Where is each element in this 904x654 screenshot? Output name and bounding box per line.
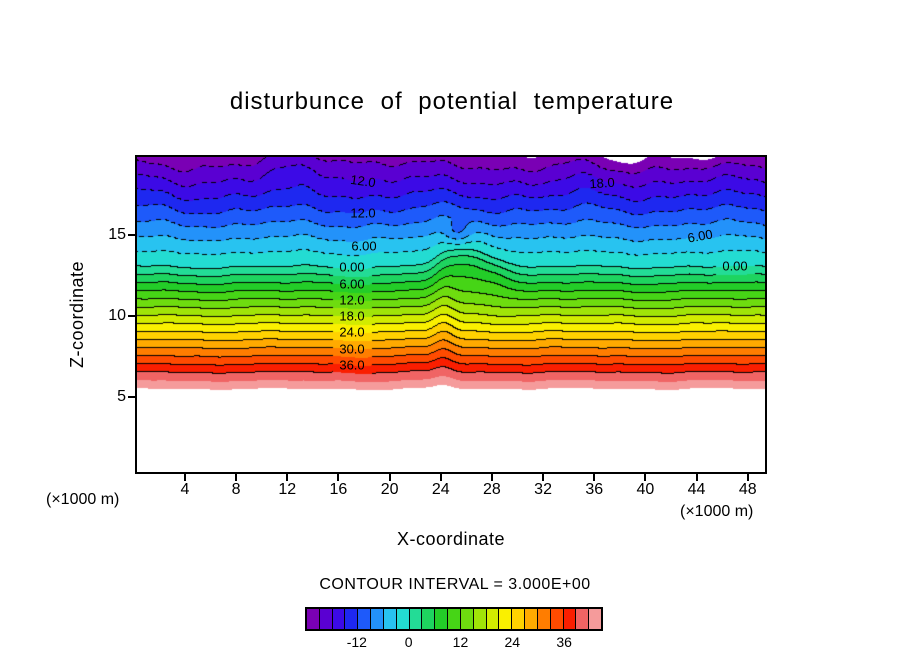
y-tick-mark [128,395,135,398]
colorbar-tick-label: -12 [346,634,367,650]
colorbar-segment [512,609,526,629]
x-tick-label: 32 [534,481,552,498]
y-tick-label: 5 [117,387,126,405]
colorbar-segment [525,609,538,629]
colorbar-segment [371,609,384,629]
x-axis-label: X-coordinate [396,529,506,549]
colorbar-segment [345,609,359,629]
colorbar-segment [383,609,397,629]
contour-interval-note: CONTOUR INTERVAL = 3.000E+00 [319,576,591,593]
colorbar-segment [396,609,410,629]
x-axis-units: (×1000 m) [680,503,754,520]
x-tick-label: 24 [431,481,450,498]
colorbar-segment [435,609,449,629]
y-tick-label: 15 [108,225,126,243]
x-tick-mark [183,474,186,481]
y-tick-mark [128,314,135,317]
colorbar-segment [307,609,320,629]
colorbar-segment [486,609,500,629]
x-tick-label: 48 [738,481,757,498]
colorbar-tick-label: 36 [556,634,572,650]
colorbar-segment [499,609,513,629]
x-tick-mark [388,474,391,481]
x-tick-mark [542,474,545,481]
colorbar-segment [358,609,372,629]
colorbar-tick-label: 12 [452,634,469,650]
colorbar-segment [537,609,551,629]
x-tick-mark [746,474,749,481]
colorbar-segment [473,609,487,629]
x-tick-label: 40 [636,481,655,498]
colorbar-segment [332,609,346,629]
x-tick-mark [593,474,596,481]
y-tick-label: 10 [108,306,126,324]
x-tick-mark [286,474,289,481]
x-tick-mark [337,474,340,481]
x-tick-mark [490,474,493,481]
colorbar-segment [563,609,577,629]
x-tick-label: 20 [380,481,399,498]
colorbar-segment [448,609,461,629]
y-axis-units: (×1000 m) [46,491,120,508]
plot-area [137,157,765,472]
colorbar-segment [576,609,590,629]
x-tick-mark [644,474,647,481]
x-tick-label: 36 [585,481,604,498]
y-tick-mark [128,233,135,236]
colorbar-segment [589,609,602,629]
x-tick-label: 4 [180,481,190,498]
x-tick-label: 8 [231,481,241,498]
x-tick-label: 44 [687,481,706,498]
colorbar-tick-label: 24 [504,634,521,650]
x-tick-mark [235,474,238,481]
x-tick-label: 12 [278,481,297,498]
contour-plot-canvas [137,157,765,472]
colorbar [305,607,603,631]
colorbar-segment [409,609,423,629]
colorbar-segment [422,609,436,629]
x-tick-label: 28 [483,481,501,498]
colorbar-tick-label: 0 [404,634,413,650]
x-tick-mark [695,474,698,481]
chart-title: disturbunce of potential temperature [229,88,675,115]
x-tick-label: 16 [329,481,348,498]
x-tick-mark [439,474,442,481]
colorbar-segment [460,609,474,629]
colorbar-segment [319,609,333,629]
colorbar-segment [550,609,564,629]
